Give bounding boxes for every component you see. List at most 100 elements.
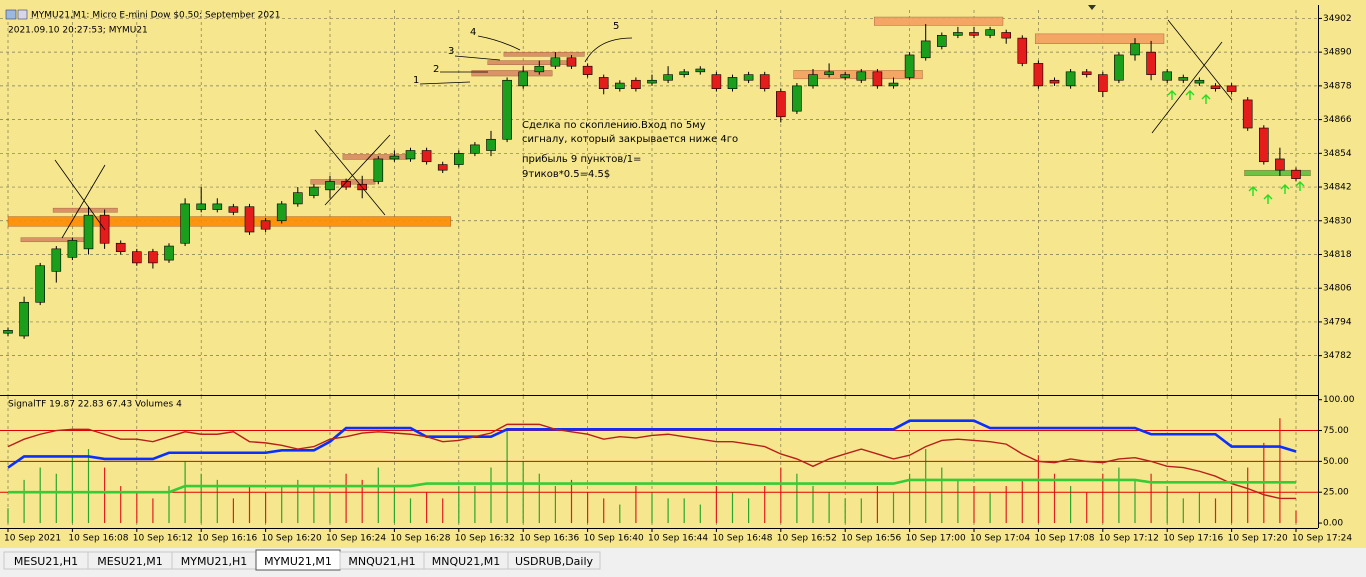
x-tick-label: 10 Sep 16:32 (455, 534, 515, 544)
candle-body (1162, 71, 1172, 81)
y-tick-label: 50.00 (1323, 457, 1349, 467)
y-tick-label: 34818 (1323, 250, 1352, 260)
candle-body (1017, 37, 1028, 64)
timestamp: 2021.09.10 20:27:53; MYMU21 (8, 26, 148, 36)
candle-body (373, 158, 384, 182)
x-tick-label: 10 Sep 17:08 (1034, 534, 1094, 544)
x-tick-label: 10 Sep 16:16 (197, 534, 257, 544)
under-layer (0, 10, 1318, 528)
annotation: Сделка по скоплению.Вход по 5му (522, 120, 706, 131)
candle-body (759, 74, 770, 89)
candle-body (132, 251, 142, 264)
chart-icon (5, 9, 17, 20)
wave-label: 1 (413, 75, 419, 86)
candle-body (872, 71, 883, 87)
x-tick-label: 10 Sep 2021 (4, 534, 61, 544)
y-tick-label: 34842 (1323, 183, 1352, 193)
candle-body (1242, 99, 1253, 129)
x-tick-label: 10 Sep 16:28 (390, 534, 450, 544)
candle-body (598, 77, 609, 89)
price-zone (503, 51, 585, 57)
tab-label[interactable]: MNQU21,H1 (348, 555, 415, 568)
candle-body (1130, 43, 1140, 56)
y-tick-label: 34794 (1323, 317, 1352, 327)
x-tick-label: 10 Sep 16:08 (68, 534, 128, 544)
candle-body (904, 54, 915, 78)
y-tick-label: 34866 (1323, 115, 1352, 125)
candle-body (341, 181, 351, 188)
x-tick-label: 10 Sep 17:00 (906, 534, 966, 544)
candle-body (502, 79, 512, 140)
candle-body (969, 32, 979, 36)
candle-body (115, 242, 126, 252)
candle-body (1146, 51, 1156, 75)
x-tick-label: 10 Sep 16:20 (262, 534, 322, 544)
x-tick-label: 10 Sep 16:12 (133, 534, 193, 544)
candle-body (631, 79, 641, 89)
candle-body (421, 150, 432, 163)
x-tick-label: 10 Sep 17:12 (1099, 534, 1159, 544)
candle-body (1226, 85, 1237, 92)
annotation: 9тиков*0.5=4.5$ (522, 169, 610, 180)
tab-label[interactable]: MNQU21,M1 (432, 555, 500, 568)
x-tick-label: 10 Sep 16:44 (648, 534, 708, 544)
tab-label[interactable]: MYMU21,M1 (264, 555, 332, 568)
candle-body (1001, 32, 1012, 39)
candle-body (550, 57, 561, 67)
y-tick-label: 75.00 (1323, 426, 1349, 436)
wave-label: 4 (470, 27, 476, 38)
over-layer: MYMU21,M1: Micro E-mini Dow $0.50: Septe… (0, 5, 1355, 544)
chart-icon (17, 9, 28, 20)
signal-arrows (1167, 90, 1305, 204)
candle-body (647, 79, 657, 84)
candle-body (486, 138, 496, 151)
tab-label[interactable]: MESU21,H1 (14, 555, 78, 568)
price-zone (471, 70, 553, 77)
indicator-title: SignalTF 19.87 22.83 67.43 Volumes 4 (8, 400, 182, 410)
candle-body (1259, 127, 1269, 163)
candle-body (566, 57, 577, 67)
candle-body (83, 214, 94, 250)
indicator-line (7, 423, 1296, 500)
candle-body (260, 220, 271, 230)
trend-line (61, 164, 106, 239)
wave-stroke (419, 35, 633, 85)
x-tick-label: 10 Sep 17:24 (1292, 534, 1352, 544)
candle-body (228, 206, 239, 213)
candle-body (920, 40, 931, 59)
candle-body (196, 203, 206, 210)
candle-body (953, 32, 963, 36)
chart-background (0, 0, 1366, 548)
candle-body (1049, 79, 1060, 84)
tab[interactable] (507, 551, 601, 570)
tab-bar: MESU21,H1 MESU21,M1 MYMU21,H1 MYMU21,M1 MNQU… (0, 548, 1366, 577)
price-zone (873, 16, 1004, 26)
candle-body (1275, 158, 1285, 171)
y-tick-label: 25.00 (1323, 488, 1349, 498)
candle-body (582, 65, 593, 75)
tab-label[interactable]: MESU21,M1 (97, 555, 162, 568)
indicator-line (7, 419, 1297, 469)
candle-body (244, 206, 255, 233)
candle-body (1194, 79, 1205, 84)
trend-line (1151, 41, 1223, 134)
tab-label[interactable]: USDRUB,Daily (515, 555, 594, 568)
wave-label: 3 (448, 46, 454, 57)
candle-body (534, 65, 545, 73)
candle-body (1033, 63, 1044, 87)
x-tick-label: 10 Sep 17:16 (1163, 534, 1223, 544)
candle-body (3, 330, 13, 334)
candle-body (663, 74, 673, 81)
wave-label: 5 (613, 21, 619, 32)
window-title: MYMU21,M1: Micro E-mini Dow $0.50: Septe… (31, 11, 281, 21)
tab-label[interactable]: MYMU21,H1 (181, 555, 248, 568)
candle-body (614, 82, 625, 89)
candle-body (51, 248, 62, 272)
trend-line (1167, 19, 1233, 101)
y-tick-label: 34782 (1323, 351, 1352, 361)
candle-body (437, 164, 448, 171)
indicator-line (8, 478, 1296, 494)
candle-body (1098, 74, 1108, 92)
candle-body (888, 82, 899, 87)
